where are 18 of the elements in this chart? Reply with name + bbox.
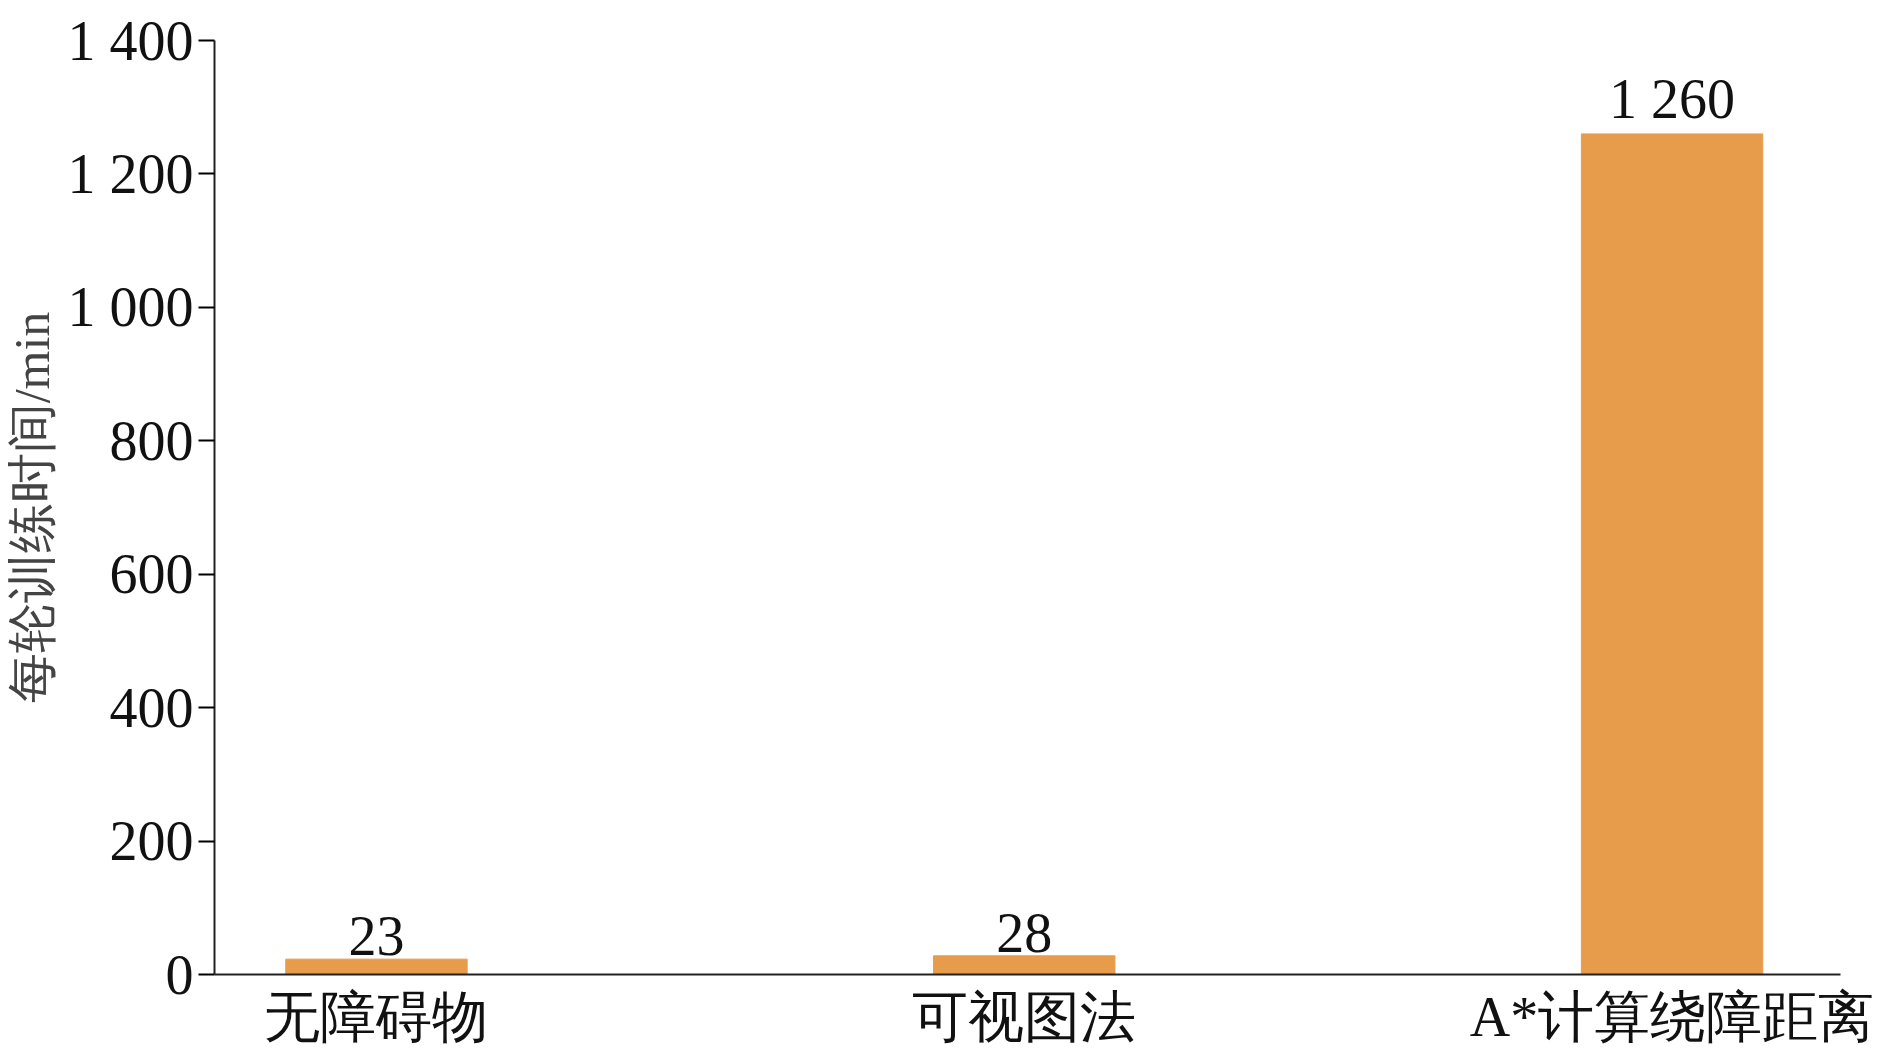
y-tick-label: 200: [109, 810, 194, 873]
y-tick-label: 800: [109, 409, 194, 472]
data-label: 28: [996, 901, 1053, 964]
y-tick-label: 600: [109, 543, 194, 606]
x-tick-label: 无障碍物: [264, 985, 489, 1048]
bar: [933, 955, 1116, 975]
y-tick-label: 400: [109, 676, 194, 739]
data-label: 1 260: [1609, 67, 1736, 130]
x-tick-label: 可视图法: [912, 985, 1137, 1048]
bar: [285, 958, 468, 975]
y-tick-label: 1 400: [67, 9, 194, 72]
y-tick-label: 1 000: [67, 276, 194, 339]
y-axis-title: 每轮训练时间/min: [3, 311, 60, 704]
y-tick-label: 1 200: [67, 142, 194, 205]
bar: [1580, 133, 1764, 975]
y-tick-label: 0: [165, 943, 194, 1006]
x-tick-label: A*计算绕障距离: [1469, 985, 1875, 1048]
data-label: 23: [348, 905, 405, 968]
